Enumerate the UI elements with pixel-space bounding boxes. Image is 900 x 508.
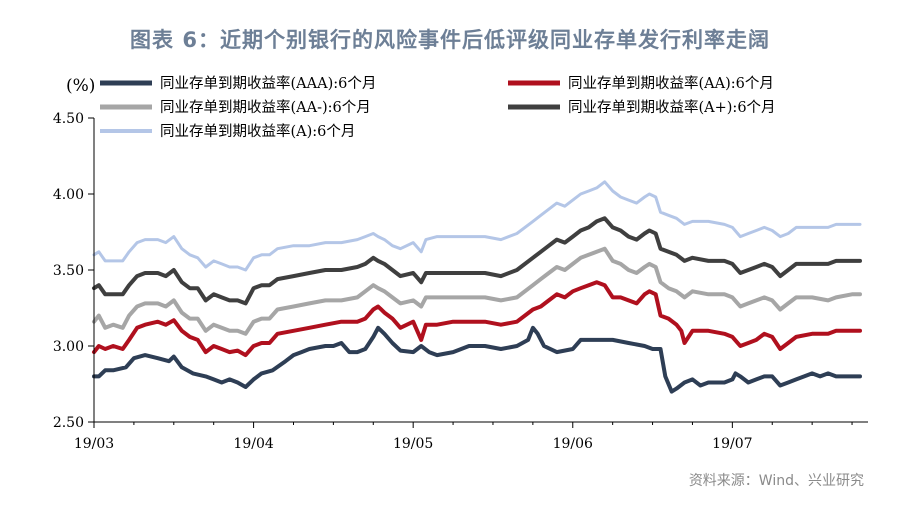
legend-label-2: 同业存单到期收益率(AA-):6个月 [160, 99, 371, 116]
legend-label-3: 同业存单到期收益率(A+):6个月 [568, 99, 776, 116]
x-tick-label: 19/04 [233, 436, 273, 452]
x-tick-label: 19/05 [393, 436, 433, 452]
legend-label-1: 同业存单到期收益率(AA):6个月 [568, 75, 774, 92]
legend-label-4: 同业存单到期收益率(A):6个月 [160, 123, 355, 140]
axes: 4.50 4.00 3.50 3.00 2.50 19/03 19/04 19/05 19/06… [53, 111, 868, 452]
y-tick-label: 4.50 [53, 111, 84, 127]
series-line-1 [92, 280, 862, 358]
y-tick-label: 3.50 [53, 263, 84, 279]
y-unit-label: (%) [66, 76, 95, 96]
x-tick-label: 19/06 [553, 436, 593, 452]
source-note: 资料来源：Wind、兴业研究 [688, 473, 864, 489]
chart-title: 图表 6：近期个别银行的风险事件后低评级同业存单发行利率走阔 [130, 28, 770, 52]
series-line-2 [92, 246, 862, 336]
legend-label-0: 同业存单到期收益率(AAA):6个月 [160, 75, 376, 92]
y-tick-label: 2.50 [53, 415, 84, 431]
y-tick-label: 4.00 [53, 187, 84, 203]
x-tick-label: 19/03 [74, 436, 114, 452]
x-tick-label: 19/07 [712, 436, 752, 452]
legend: 同业存单到期收益率(AAA):6个月 同业存单到期收益率(AA):6个月同业存单到… [100, 75, 776, 140]
series-line-3 [92, 216, 862, 306]
series-line-4 [92, 180, 862, 272]
plot-area [92, 180, 862, 394]
series-line-0 [92, 325, 862, 394]
y-tick-label: 3.00 [53, 339, 84, 355]
